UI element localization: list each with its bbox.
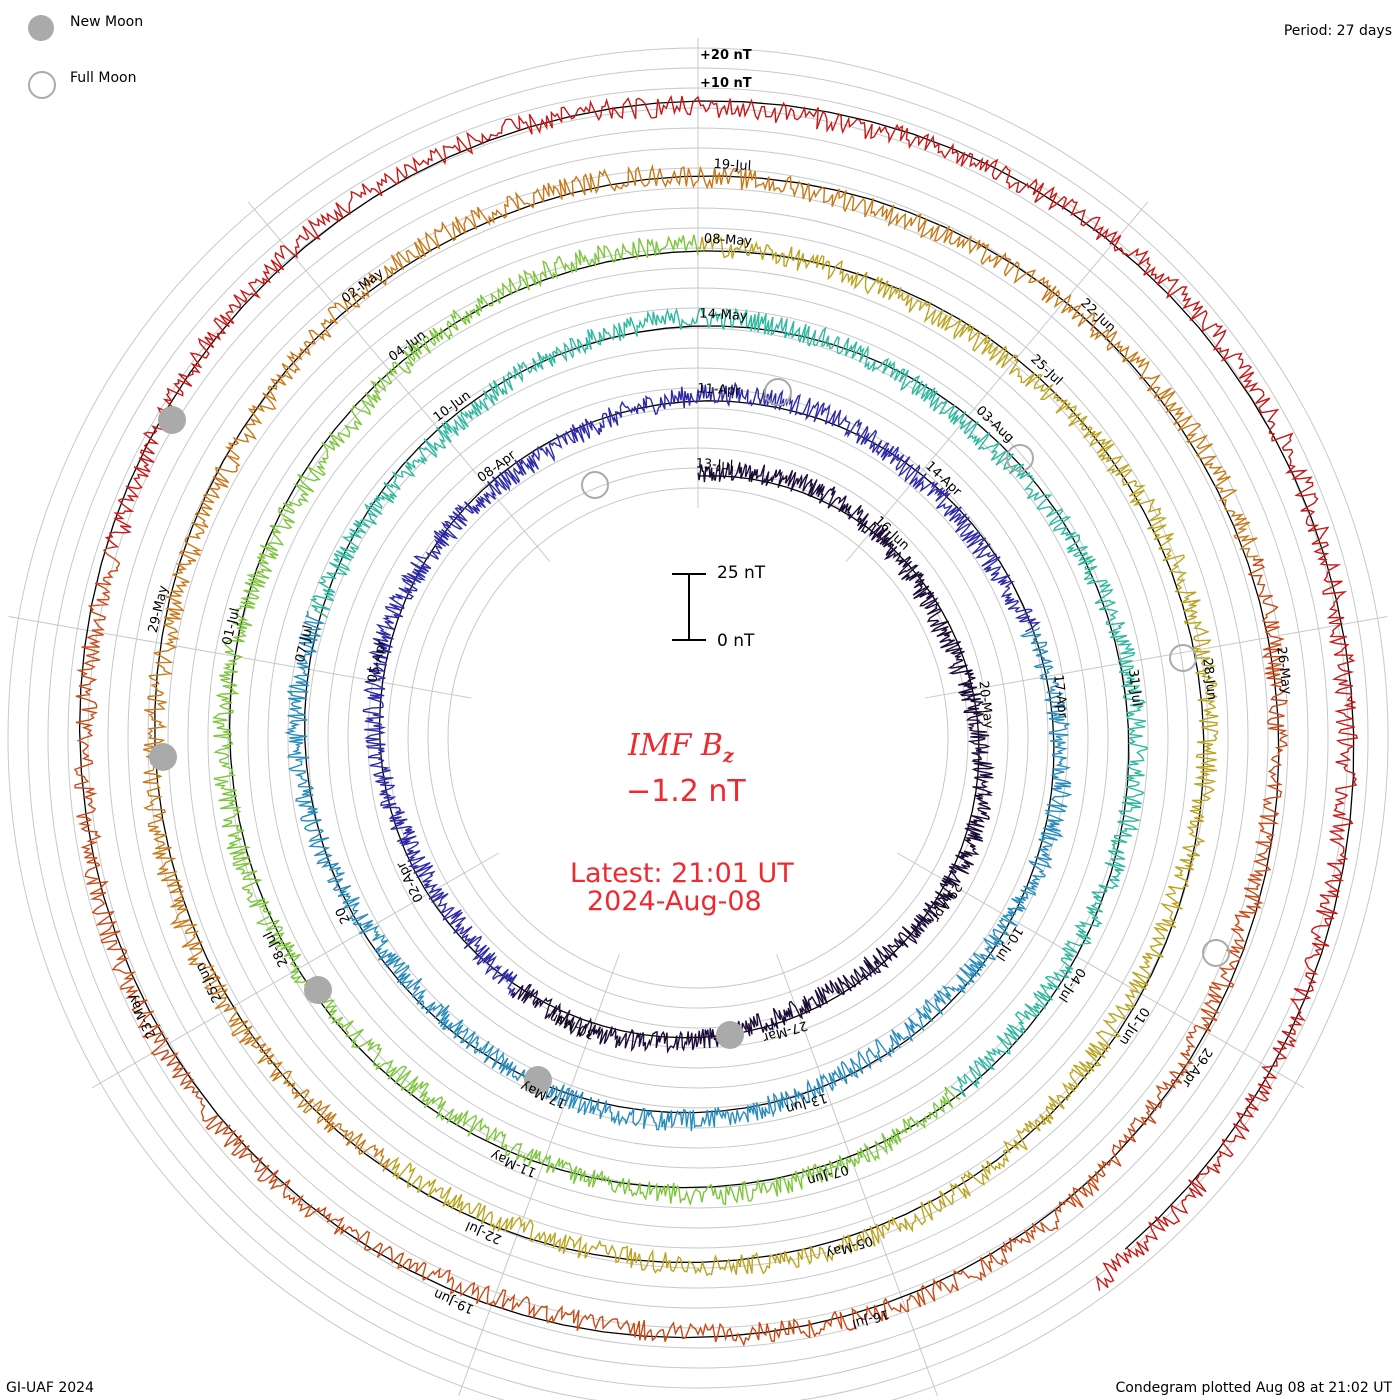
full-moon-legend-icon xyxy=(28,71,56,99)
latest-date: 2024-Aug-08 xyxy=(587,886,762,917)
date-label: 07-Jul xyxy=(293,624,316,664)
new-moon-marker xyxy=(716,1021,744,1049)
date-label: 13-Jun xyxy=(784,1090,829,1116)
footer-credit: GI-UAF 2024 xyxy=(6,1380,94,1396)
grid-spoke xyxy=(458,953,620,1396)
date-label: 10-Jun xyxy=(431,388,474,425)
new-moon-legend-label: New Moon xyxy=(70,14,144,30)
date-label: 20-May xyxy=(975,680,995,730)
current-value: −1.2 nT xyxy=(626,774,746,809)
period-label: Period: 27 days xyxy=(1283,23,1392,39)
date-label: 16-Jul xyxy=(850,1306,890,1331)
full-moon-marker xyxy=(764,378,792,406)
grid-spoke xyxy=(845,201,1149,563)
date-label: 25-Jul xyxy=(1027,352,1065,389)
grid-spoke xyxy=(896,852,1305,1089)
series-line xyxy=(309,307,1148,1098)
chart-title: IMF Bz xyxy=(628,728,734,767)
date-label: 04-Jun xyxy=(386,328,429,365)
grid-spoke xyxy=(247,201,551,563)
new-moon-marker xyxy=(524,1066,552,1094)
date-label: 08-May xyxy=(703,231,752,249)
date-label: 20 xyxy=(333,905,354,927)
series-line xyxy=(212,234,961,1207)
series-line xyxy=(385,234,1219,1277)
date-label: 07-Jun xyxy=(805,1161,850,1187)
new-moon-marker xyxy=(158,406,186,434)
full-moon-marker xyxy=(1202,939,1230,967)
full-moon-marker xyxy=(1169,644,1197,672)
zero-reference-spiral xyxy=(78,100,1355,1339)
full-moon-marker xyxy=(1006,444,1034,472)
footer-plot-time: Condegram plotted Aug 08 at 21:02 UT xyxy=(1115,1380,1392,1396)
chart-title-subscript: z xyxy=(722,745,734,767)
date-label: 13-Jul xyxy=(695,456,733,473)
date-label: 11-Apr xyxy=(697,381,742,399)
new-moon-legend-icon xyxy=(28,15,54,41)
full-moon-legend-label: Full Moon xyxy=(70,70,137,86)
scale-bar xyxy=(672,573,706,641)
ring-label-10: +10 nT xyxy=(700,76,752,91)
series-line xyxy=(104,94,1359,1291)
grid-spoke xyxy=(776,953,938,1396)
date-label: 23-May xyxy=(124,991,159,1041)
date-label: 28-Jun xyxy=(1199,657,1219,701)
date-label: 30-Mar xyxy=(549,1009,598,1041)
date-label: 14-May xyxy=(699,306,748,324)
date-label: 25-Jun xyxy=(193,960,225,1005)
series-line xyxy=(73,546,1289,1347)
new-moon-marker xyxy=(304,976,332,1004)
date-label: 31-Jul xyxy=(1125,668,1144,707)
new-moon-marker xyxy=(149,743,177,771)
scale-bar-top-label: 25 nT xyxy=(717,563,766,583)
date-label: 19-Jul xyxy=(713,157,751,174)
scale-bar-bottom-label: 0 nT xyxy=(717,631,755,651)
moon-markers xyxy=(149,378,1230,1094)
series-line xyxy=(510,462,996,1054)
grid-spoke xyxy=(924,615,1388,699)
full-moon-marker xyxy=(581,471,609,499)
chart-title-text: IMF B xyxy=(628,728,723,763)
polar-grid xyxy=(7,38,1389,1400)
series-line xyxy=(142,163,1259,1172)
series-line xyxy=(284,610,1073,1132)
latest-time: Latest: 21:01 UT xyxy=(570,858,794,889)
date-label: 26-May xyxy=(1273,646,1293,696)
date-label: 02-May xyxy=(339,266,387,307)
date-label: 17-Apr xyxy=(1050,674,1070,720)
series-group xyxy=(73,94,1359,1347)
series-line xyxy=(362,381,1042,996)
ring-label-20: +20 nT xyxy=(700,48,752,63)
